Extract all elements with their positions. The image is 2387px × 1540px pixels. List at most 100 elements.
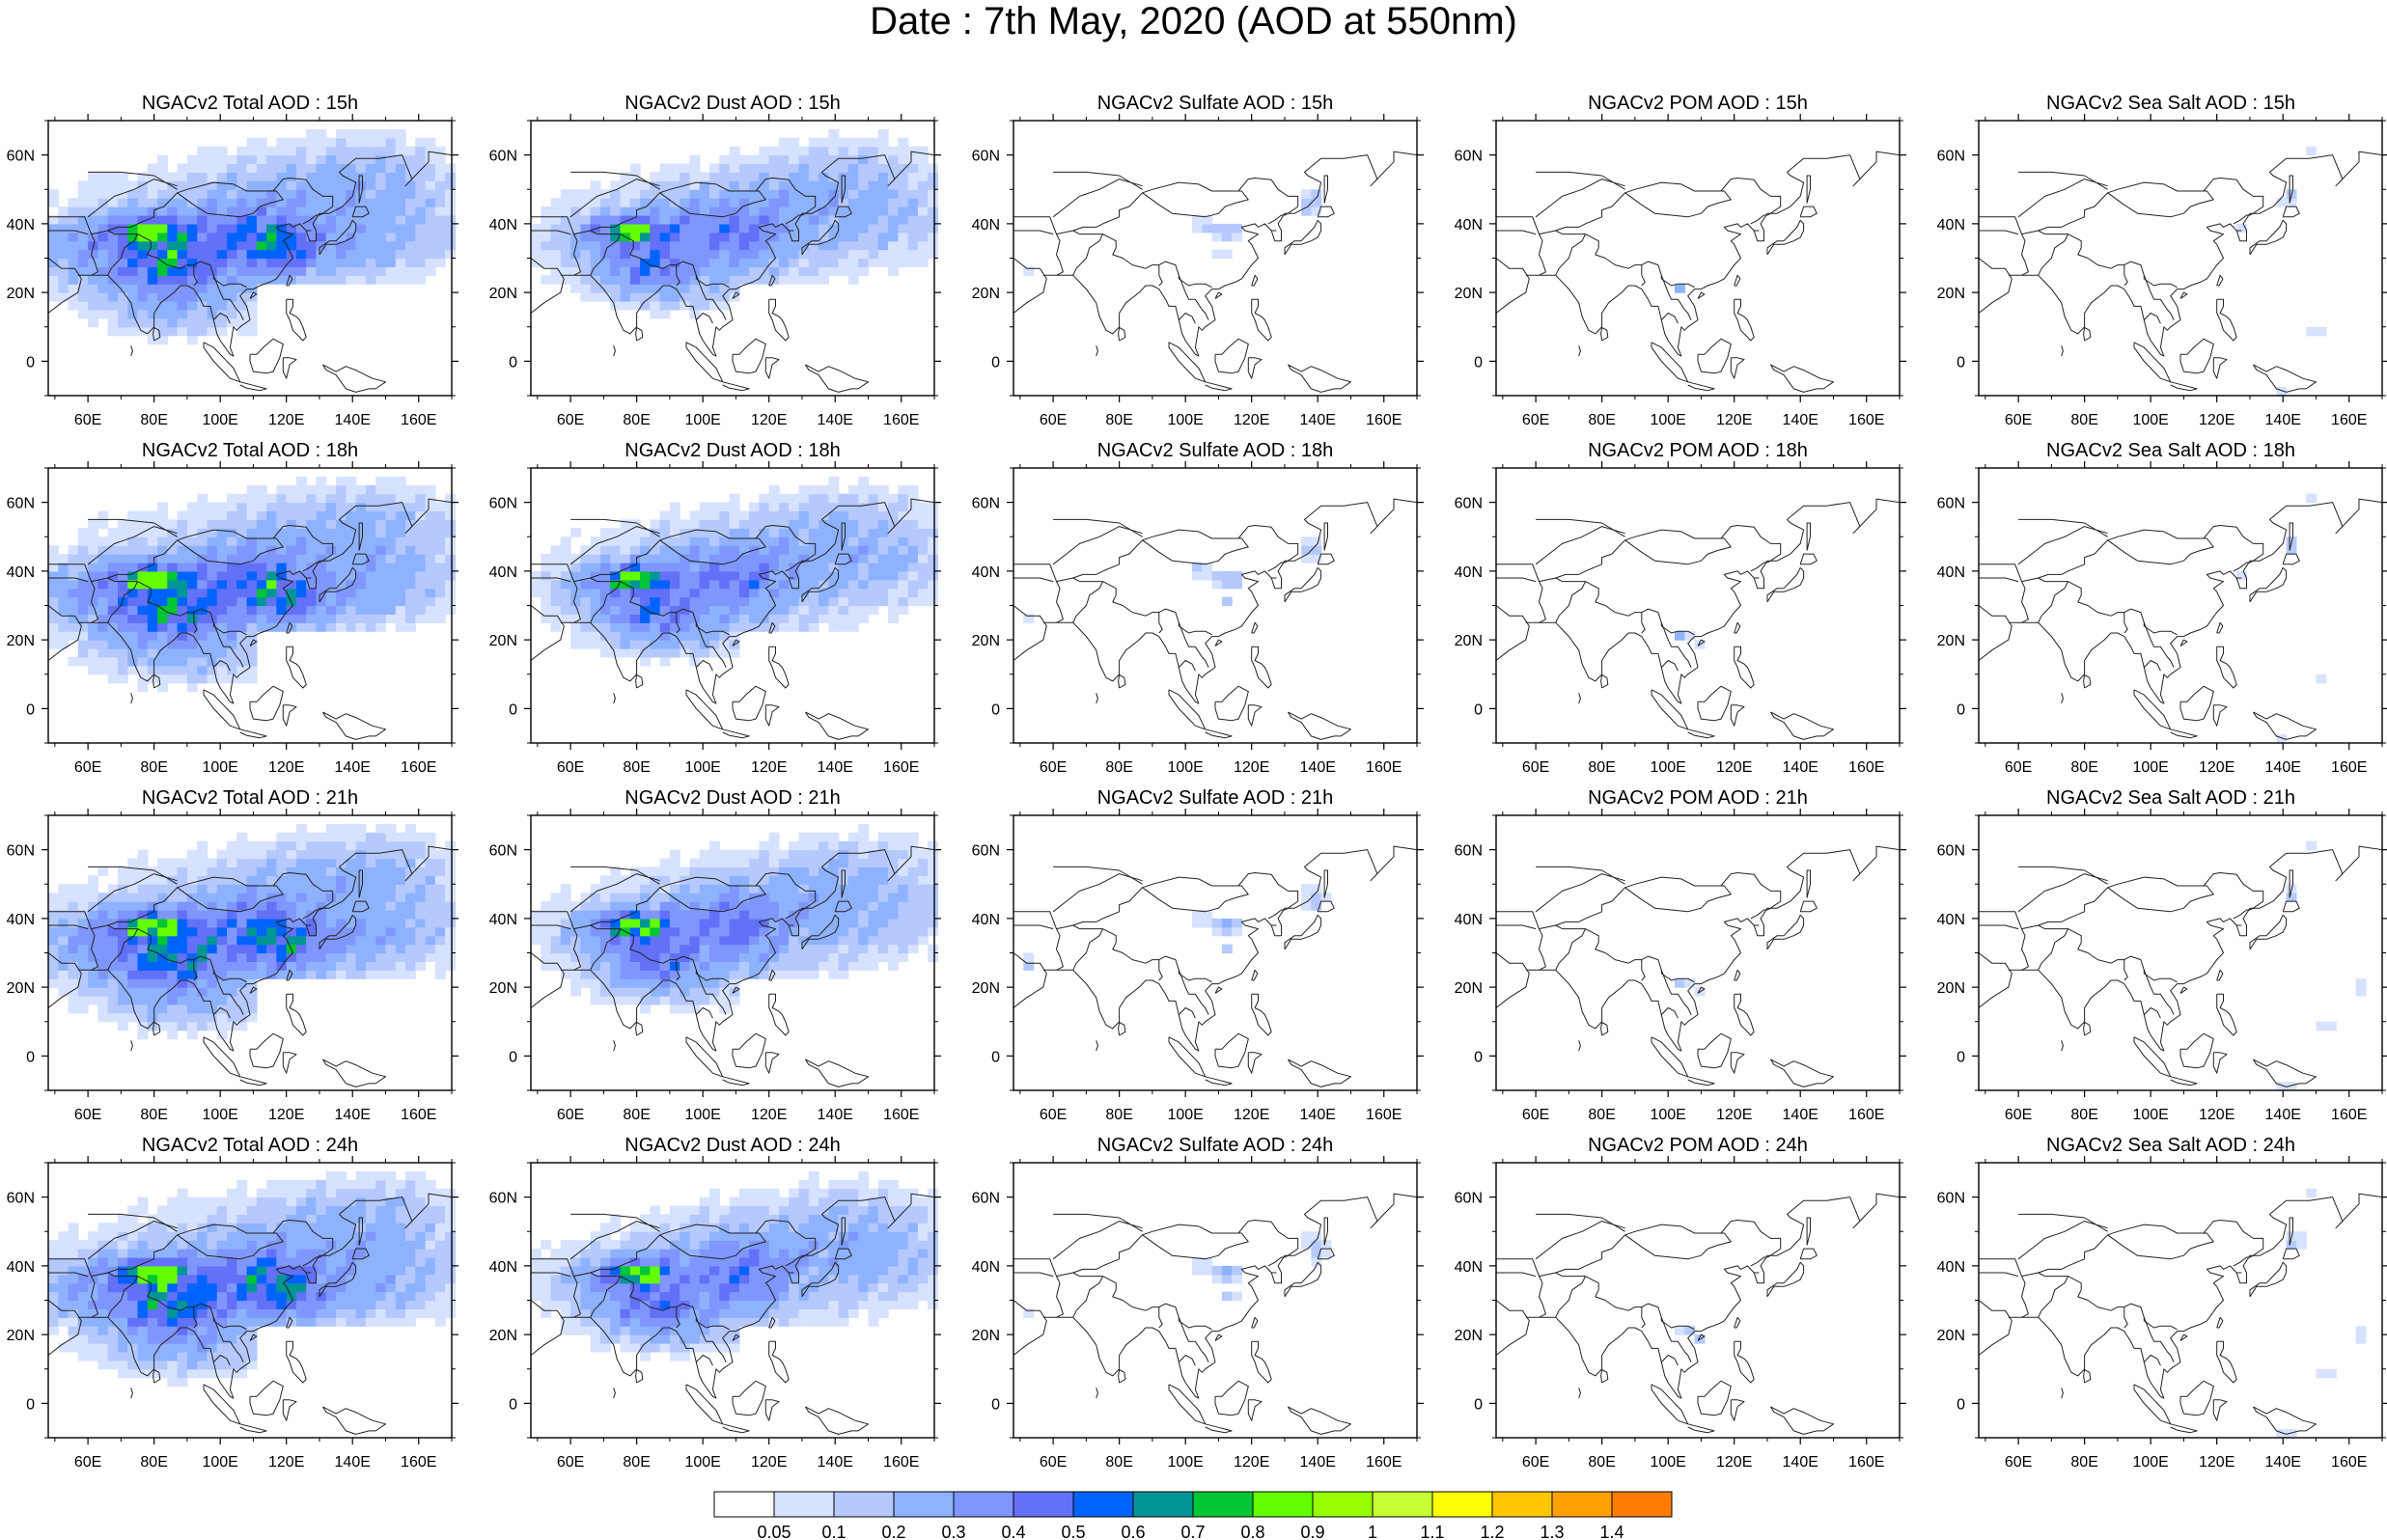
x-tick-label: 140E bbox=[818, 759, 853, 776]
y-tick-label: 0 bbox=[509, 701, 517, 718]
coastlines bbox=[1979, 151, 2382, 393]
panel-title: NGACv2 Total AOD : 15h bbox=[142, 93, 358, 114]
x-tick-label: 80E bbox=[623, 1454, 650, 1467]
map-panel-pom-0: NGACv2 POM AOD : 15h 60E 80E 100E 120E 140E 16… bbox=[1455, 93, 1906, 428]
panel-title: NGACv2 Sulfate AOD : 21h bbox=[1097, 787, 1334, 809]
x-tick-label: 160E bbox=[1848, 1107, 1884, 1123]
panel-title: NGACv2 Sea Salt AOD : 18h bbox=[2046, 440, 2295, 461]
y-tick-label: 20N bbox=[1937, 633, 1965, 649]
y-tick-label: 20N bbox=[1455, 980, 1483, 997]
y-tick-label: 0 bbox=[26, 1049, 35, 1065]
x-tick-label: 100E bbox=[202, 1454, 237, 1467]
coastlines bbox=[1496, 151, 1900, 393]
map-panel-pom-3: NGACv2 POM AOD : 24h 60E 80E 100E 120E 140E 16… bbox=[1455, 1135, 1906, 1467]
y-tick-label: 60N bbox=[489, 1191, 517, 1207]
x-tick-label: 80E bbox=[1105, 1107, 1132, 1123]
x-tick-label: 120E bbox=[1234, 1107, 1269, 1123]
x-tick-label: 120E bbox=[2199, 1454, 2234, 1467]
y-tick-label: 0 bbox=[1474, 1049, 1483, 1065]
x-tick-label: 100E bbox=[1167, 1454, 1203, 1467]
colorbar-label: 0.6 bbox=[1121, 1523, 1145, 1540]
x-tick-label: 160E bbox=[401, 1454, 436, 1467]
colorbar-swatch bbox=[1252, 1491, 1314, 1518]
x-tick-label: 160E bbox=[1366, 759, 1402, 776]
y-tick-label: 60N bbox=[972, 843, 1000, 860]
x-tick-label: 140E bbox=[2265, 759, 2301, 776]
x-tick-label: 160E bbox=[883, 1454, 919, 1467]
x-tick-label: 140E bbox=[335, 412, 371, 428]
coastlines bbox=[1979, 845, 2382, 1087]
panel-title: NGACv2 POM AOD : 18h bbox=[1588, 440, 1808, 461]
coastlines bbox=[48, 1193, 452, 1435]
y-tick-label: 60N bbox=[972, 496, 1000, 512]
x-tick-label: 140E bbox=[818, 1107, 853, 1123]
y-tick-label: 0 bbox=[1957, 701, 1965, 718]
y-tick-label: 0 bbox=[991, 1396, 1000, 1413]
map-panels: NGACv2 Total AOD : 15h 60E 80E 100E 120E 140E… bbox=[7, 93, 2387, 1467]
y-tick-label: 0 bbox=[1474, 354, 1483, 371]
y-tick-label: 20N bbox=[1937, 286, 1965, 302]
x-tick-label: 80E bbox=[1588, 759, 1615, 776]
map-panel-pom-2: NGACv2 POM AOD : 21h 60E 80E 100E 120E 140E 16… bbox=[1455, 787, 1906, 1123]
x-tick-label: 60E bbox=[1040, 1107, 1067, 1123]
panel-title: NGACv2 Total AOD : 24h bbox=[142, 1135, 358, 1156]
coastlines bbox=[48, 498, 452, 740]
x-tick-label: 80E bbox=[1105, 759, 1132, 776]
x-tick-label: 60E bbox=[557, 412, 584, 428]
y-tick-label: 40N bbox=[489, 564, 517, 581]
x-tick-label: 80E bbox=[623, 1107, 650, 1123]
y-tick-label: 20N bbox=[1937, 1328, 1965, 1344]
map-panel-dust-0: NGACv2 Dust AOD : 15h 60E 80E 100E 120E 140E 1… bbox=[489, 93, 941, 428]
y-tick-label: 60N bbox=[1937, 496, 1965, 512]
map-panel-seasalt-0: NGACv2 Sea Salt AOD : 15h 60E 80E 100E 120E 1… bbox=[1937, 93, 2387, 428]
y-tick-label: 20N bbox=[489, 980, 517, 997]
y-tick-label: 20N bbox=[1455, 286, 1483, 302]
colorbar-swatch bbox=[1491, 1491, 1553, 1518]
y-tick-label: 40N bbox=[1937, 1259, 1965, 1276]
map-panel-seasalt-2: NGACv2 Sea Salt AOD : 21h 60E 80E 100E 120E 1… bbox=[1937, 787, 2387, 1123]
colorbar-swatch bbox=[1551, 1491, 1613, 1518]
x-tick-label: 160E bbox=[1366, 1454, 1402, 1467]
map-panel-dust-1: NGACv2 Dust AOD : 18h 60E 80E 100E 120E 140E 1… bbox=[489, 440, 941, 776]
coastlines bbox=[1979, 1193, 2382, 1435]
x-tick-label: 120E bbox=[2199, 1107, 2234, 1123]
x-tick-label: 120E bbox=[2199, 412, 2234, 428]
x-tick-label: 100E bbox=[1167, 1107, 1203, 1123]
x-tick-label: 60E bbox=[74, 759, 101, 776]
x-tick-label: 60E bbox=[557, 759, 584, 776]
x-tick-label: 140E bbox=[2265, 412, 2301, 428]
x-tick-label: 120E bbox=[751, 1107, 787, 1123]
x-tick-label: 100E bbox=[1650, 759, 1685, 776]
panel-title: NGACv2 POM AOD : 15h bbox=[1588, 93, 1808, 114]
x-tick-label: 140E bbox=[1783, 1107, 1818, 1123]
y-tick-label: 0 bbox=[1957, 354, 1965, 371]
x-tick-label: 80E bbox=[1588, 412, 1615, 428]
x-tick-label: 160E bbox=[883, 1107, 919, 1123]
colorbar-label: 1.3 bbox=[1540, 1523, 1564, 1540]
x-tick-label: 160E bbox=[2331, 1107, 2367, 1123]
x-tick-label: 140E bbox=[335, 1107, 371, 1123]
y-tick-label: 20N bbox=[1455, 633, 1483, 649]
x-tick-label: 60E bbox=[1522, 759, 1549, 776]
y-tick-label: 40N bbox=[7, 217, 35, 234]
x-tick-label: 60E bbox=[2005, 1454, 2032, 1467]
y-tick-label: 40N bbox=[972, 564, 1000, 581]
map-panel-sulfate-3: NGACv2 Sulfate AOD : 24h 60E 80E 100E 120E 14… bbox=[972, 1135, 1424, 1467]
x-tick-label: 60E bbox=[2005, 412, 2032, 428]
x-tick-label: 100E bbox=[2132, 1107, 2168, 1123]
coastlines bbox=[1496, 845, 1900, 1087]
x-tick-label: 120E bbox=[1716, 1454, 1752, 1467]
y-tick-label: 20N bbox=[7, 286, 35, 302]
x-tick-label: 140E bbox=[1300, 412, 1336, 428]
map-panel-seasalt-1: NGACv2 Sea Salt AOD : 18h 60E 80E 100E 120E 1… bbox=[1937, 440, 2387, 776]
colorbar-swatch bbox=[713, 1491, 775, 1518]
x-tick-label: 80E bbox=[623, 759, 650, 776]
coastlines bbox=[1013, 845, 1417, 1087]
x-tick-label: 160E bbox=[883, 412, 919, 428]
x-tick-label: 80E bbox=[2070, 1107, 2097, 1123]
colorbar-swatch bbox=[1192, 1491, 1254, 1518]
y-tick-label: 40N bbox=[972, 912, 1000, 928]
colorbar-label: 1.4 bbox=[1599, 1523, 1624, 1540]
x-tick-label: 80E bbox=[2070, 412, 2097, 428]
y-tick-label: 0 bbox=[991, 1049, 1000, 1065]
